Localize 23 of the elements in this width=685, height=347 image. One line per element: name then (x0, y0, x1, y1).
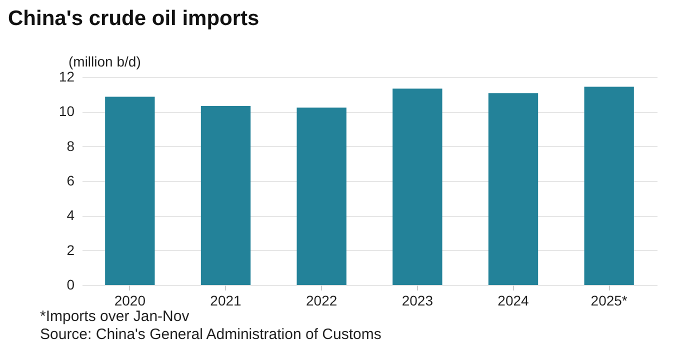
bar (488, 93, 538, 285)
bar (200, 106, 251, 285)
x-tick-label: 2020 (114, 292, 146, 308)
y-axis-title: (million b/d) (68, 54, 141, 70)
bar (105, 96, 155, 285)
bar (392, 88, 442, 285)
x-tick-label: 2022 (306, 292, 338, 308)
chart-title: China's crude oil imports (8, 7, 260, 30)
x-tick-label: 2023 (402, 292, 434, 308)
y-tick-label: 0 (66, 276, 75, 292)
bar (296, 108, 346, 285)
source-note: Source: China's General Administration of Customs (40, 326, 382, 343)
y-tick-label: 12 (58, 68, 75, 84)
x-tick-label: 2025* (590, 292, 628, 308)
y-tick-label: 10 (58, 103, 75, 120)
y-tick-label: 2 (66, 242, 75, 258)
y-tick-label: 6 (66, 172, 75, 188)
y-tick-label: 4 (66, 207, 75, 224)
text: *Imports over Jan-Nov (40, 308, 190, 325)
x-tick-label: 2024 (498, 292, 530, 308)
y-tick-label: 8 (66, 138, 75, 154)
bar (584, 86, 634, 285)
x-tick-label: 2021 (210, 292, 242, 308)
